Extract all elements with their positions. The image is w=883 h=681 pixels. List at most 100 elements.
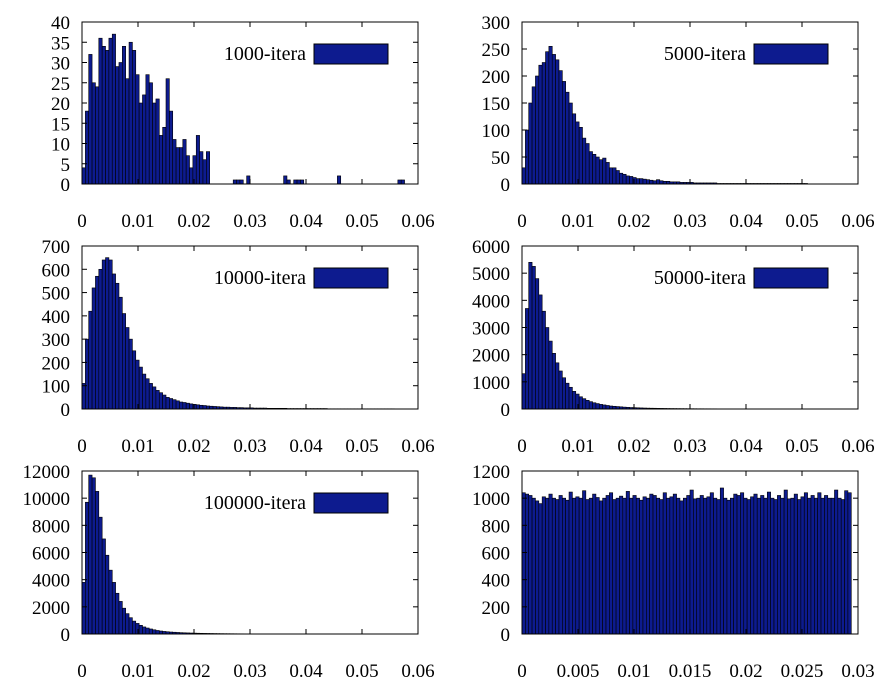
bar bbox=[766, 491, 771, 635]
y-tick-label: 2000 bbox=[32, 598, 70, 619]
panel-uniform-reference: 0 200 400 600 800 1000 1200 0 0.005 0.01 0.015 0.02… bbox=[472, 462, 875, 681]
y-tick-label: 400 bbox=[482, 571, 511, 592]
bar bbox=[793, 493, 798, 635]
x-tick-label: 0.015 bbox=[669, 661, 712, 681]
y-tick-label: 700 bbox=[42, 237, 71, 258]
bar bbox=[158, 392, 163, 410]
bar bbox=[588, 401, 593, 410]
bar bbox=[756, 497, 761, 635]
bar bbox=[182, 139, 187, 185]
bar bbox=[555, 362, 560, 410]
bar bbox=[528, 261, 533, 410]
bar bbox=[565, 91, 570, 185]
bar bbox=[562, 377, 566, 410]
bar bbox=[132, 350, 137, 410]
bar bbox=[713, 497, 718, 635]
bar bbox=[558, 70, 563, 185]
x-tick-label: 0.06 bbox=[841, 436, 874, 457]
bar bbox=[293, 179, 298, 185]
bar bbox=[830, 497, 835, 635]
bar bbox=[125, 613, 130, 635]
bar bbox=[541, 496, 546, 635]
x-tick-label: 0.01 bbox=[617, 661, 650, 681]
y-tick-label: 30 bbox=[51, 54, 70, 75]
bar bbox=[592, 154, 597, 185]
bar bbox=[538, 503, 543, 635]
bar bbox=[548, 45, 553, 185]
bar bbox=[88, 474, 93, 635]
bar bbox=[169, 398, 174, 410]
bar bbox=[135, 74, 140, 185]
bar bbox=[780, 497, 785, 635]
bar bbox=[202, 159, 207, 185]
x-tick-label: 0.02 bbox=[729, 661, 762, 681]
x-tick-label: 0.06 bbox=[401, 436, 434, 457]
legend-swatch bbox=[313, 43, 389, 65]
bar bbox=[122, 313, 126, 410]
bar bbox=[750, 496, 755, 635]
bar bbox=[609, 167, 614, 185]
bar bbox=[148, 383, 153, 410]
bar bbox=[531, 86, 536, 185]
bar bbox=[538, 294, 543, 410]
bar bbox=[199, 404, 204, 410]
bar bbox=[145, 378, 150, 410]
bar bbox=[91, 82, 96, 185]
bar bbox=[639, 499, 644, 635]
legend-swatch bbox=[313, 267, 389, 289]
bar bbox=[595, 403, 600, 410]
bar bbox=[101, 538, 106, 635]
bar bbox=[538, 64, 543, 185]
bar bbox=[575, 121, 580, 185]
bar bbox=[111, 582, 116, 635]
bar bbox=[847, 492, 852, 635]
y-tick-label: 400 bbox=[42, 307, 71, 328]
bar bbox=[98, 516, 103, 635]
bar bbox=[649, 179, 654, 185]
bar bbox=[125, 327, 130, 410]
y-tick-label: 2000 bbox=[472, 346, 510, 367]
bar bbox=[172, 399, 177, 410]
bar bbox=[521, 373, 526, 410]
bar bbox=[575, 496, 580, 635]
bar bbox=[588, 497, 593, 635]
bar bbox=[716, 499, 721, 635]
bar bbox=[199, 151, 204, 185]
x-tick-label: 0.01 bbox=[561, 211, 594, 232]
bar bbox=[625, 175, 630, 185]
bar bbox=[111, 273, 116, 410]
bar bbox=[562, 81, 566, 185]
bar bbox=[192, 404, 197, 410]
bar bbox=[619, 495, 624, 635]
bar bbox=[706, 496, 711, 635]
x-tick-label: 0.01 bbox=[121, 661, 154, 681]
bar bbox=[797, 499, 802, 635]
x-tick-label: 0.06 bbox=[401, 661, 434, 681]
y-tick-label: 10 bbox=[51, 135, 70, 156]
x-tick-label: 0.03 bbox=[841, 661, 874, 681]
bar bbox=[81, 582, 86, 635]
legend-label: 50000-itera bbox=[654, 267, 746, 289]
bar bbox=[283, 175, 288, 185]
x-tick-label: 0 bbox=[517, 211, 527, 232]
y-tick-label: 15 bbox=[51, 114, 70, 135]
bar bbox=[138, 102, 143, 185]
bar bbox=[642, 178, 647, 185]
bar bbox=[145, 74, 150, 185]
bar bbox=[545, 327, 550, 410]
bar bbox=[239, 179, 244, 185]
bar bbox=[652, 495, 657, 635]
bar bbox=[696, 497, 701, 635]
bar bbox=[646, 179, 650, 185]
bar bbox=[128, 338, 133, 410]
y-tick-label: 25 bbox=[51, 74, 70, 95]
bar bbox=[91, 287, 96, 410]
bar bbox=[165, 397, 170, 410]
bar bbox=[548, 340, 553, 410]
bar bbox=[172, 139, 177, 185]
bar bbox=[138, 366, 143, 410]
x-tick-label: 0 bbox=[517, 436, 527, 457]
bar bbox=[572, 497, 577, 635]
bar bbox=[703, 497, 708, 635]
